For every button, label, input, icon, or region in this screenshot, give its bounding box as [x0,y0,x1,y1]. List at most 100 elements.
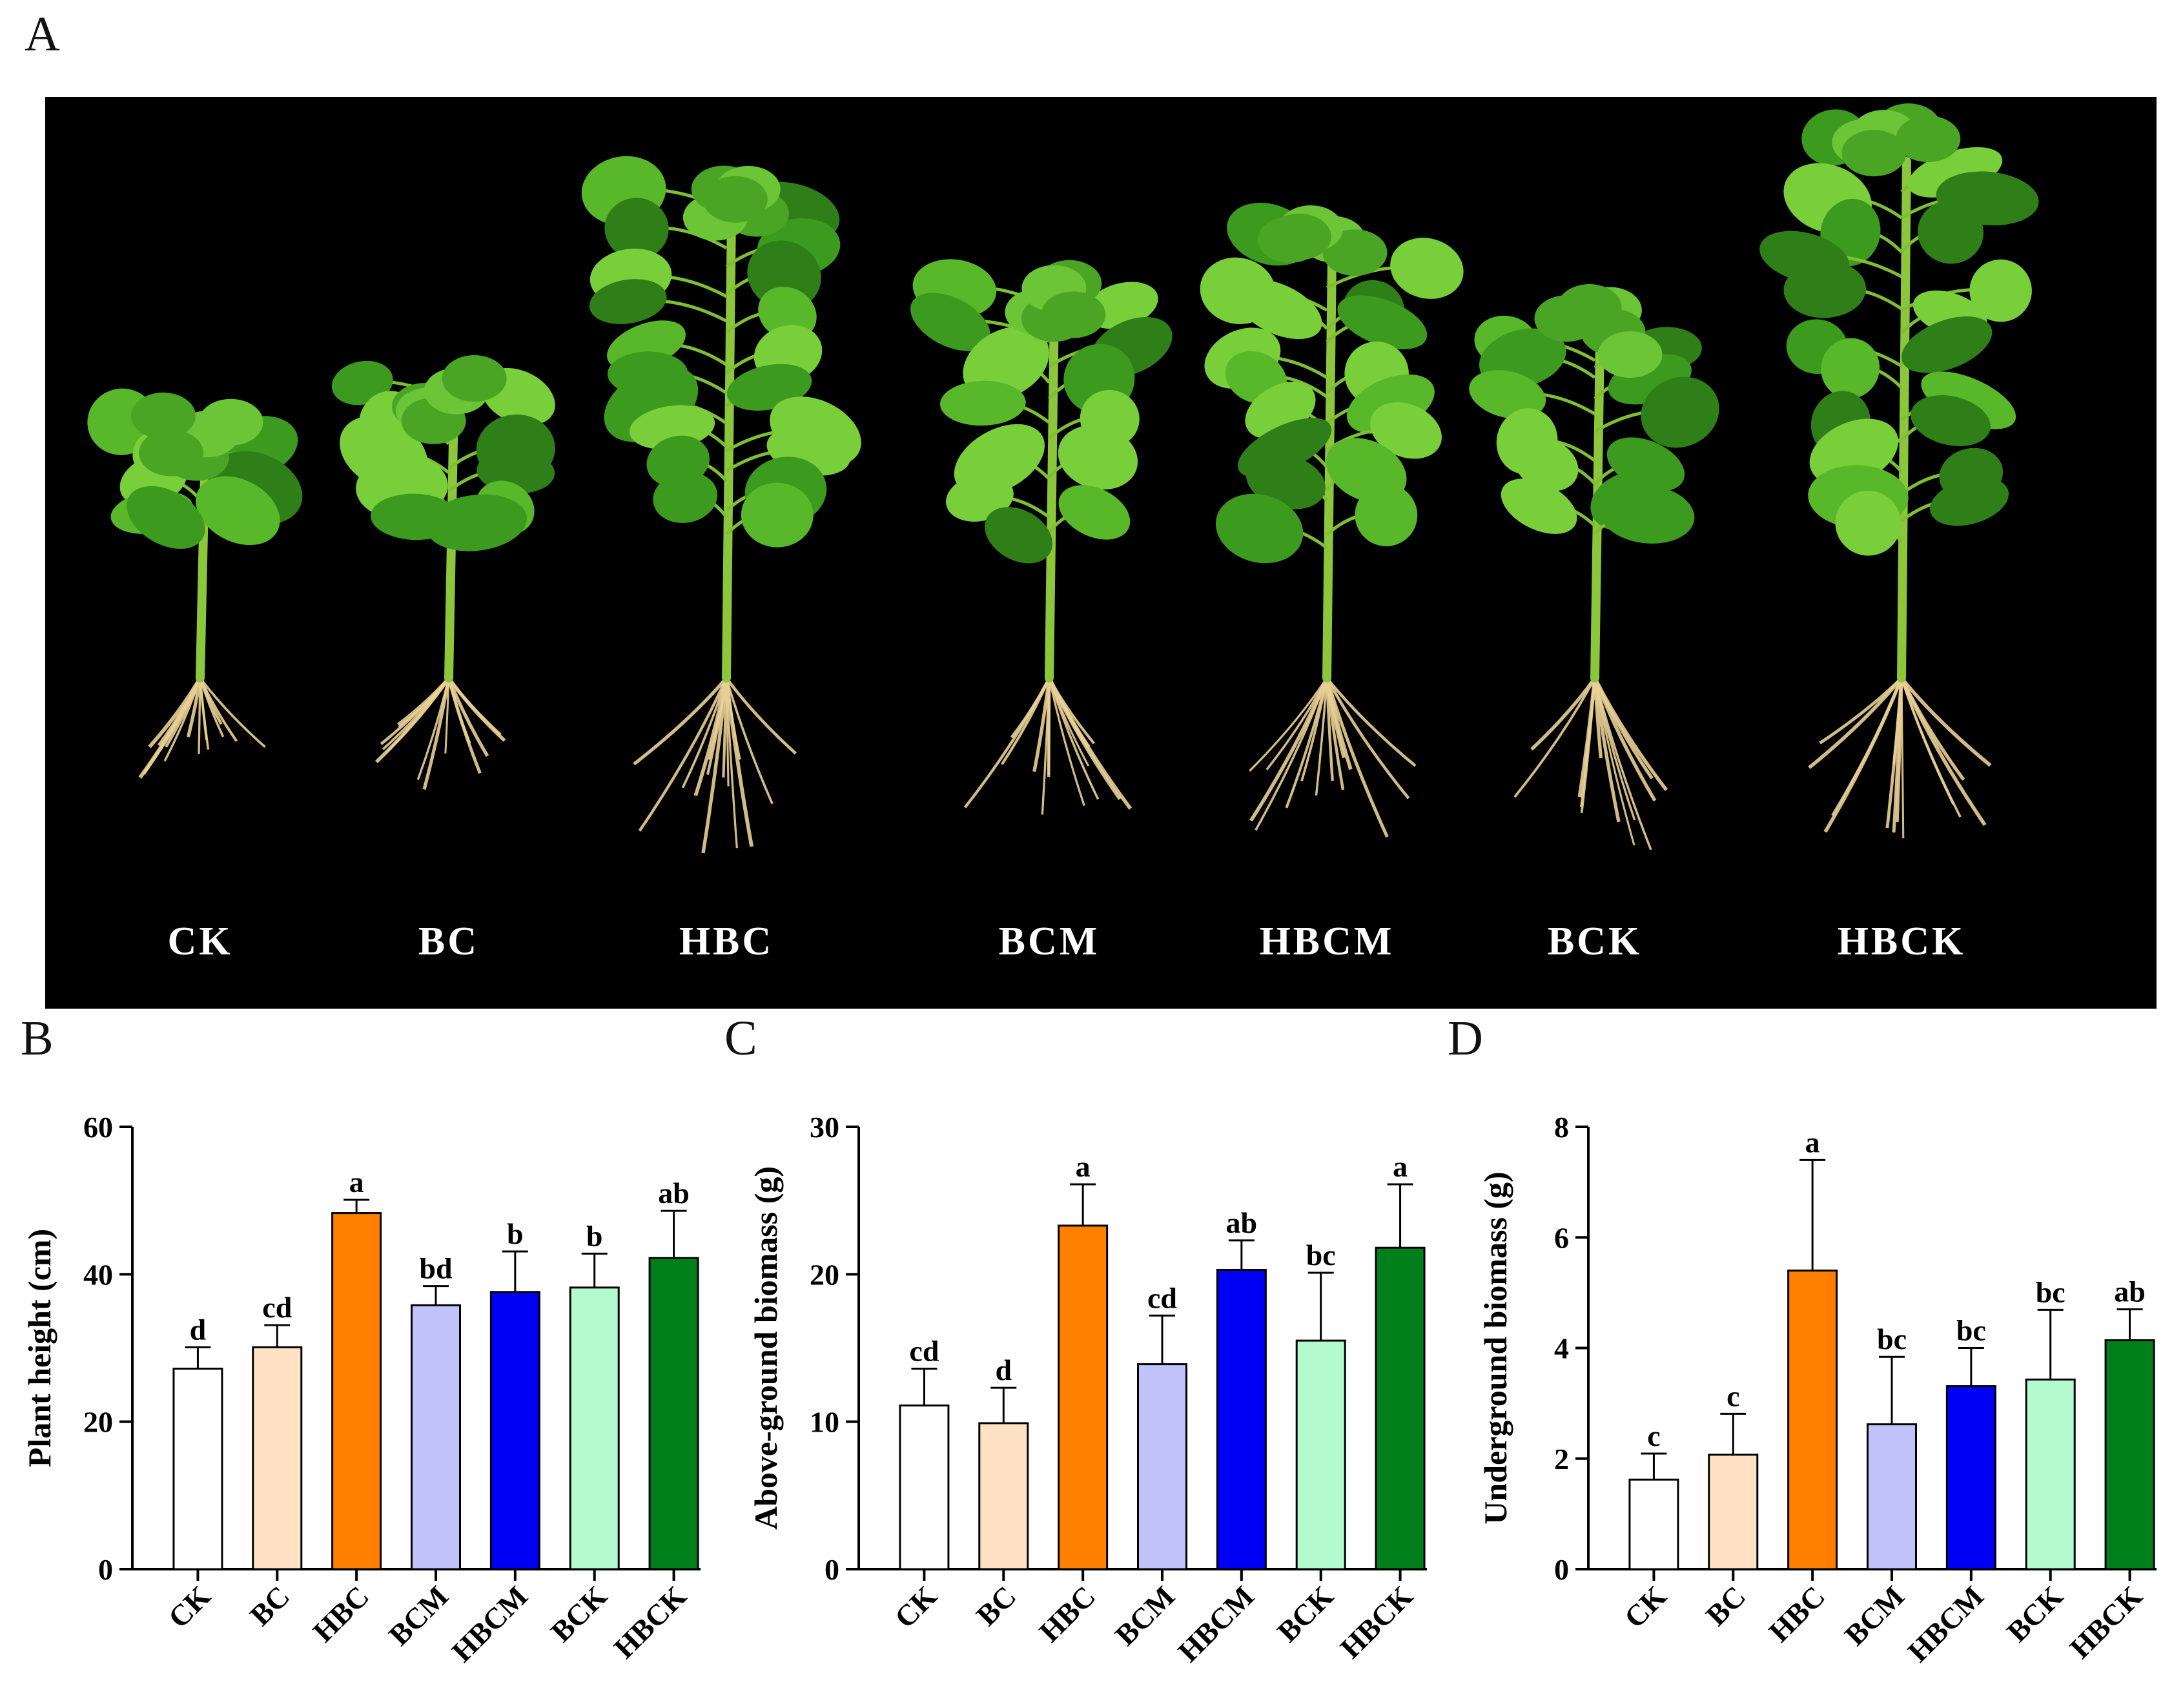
underground-significance-ck: c [1647,1419,1660,1452]
underground-x-tick-label-hbc: HBC [1763,1579,1832,1649]
stem [1045,305,1059,683]
underground-significance-hbc: a [1805,1126,1820,1158]
root [725,677,797,755]
leaf [1557,284,1622,331]
root [1326,677,1417,767]
underground-significance-hbck: ab [2114,1275,2146,1308]
plant-height-bar-bc [252,1346,303,1570]
plant-photo-panel: CK BC HBC BCM HBCM BCK HBCK [45,97,2157,1009]
underground-y-tick-label: 8 [1554,1111,1569,1144]
root [724,677,754,847]
plant-height-significance-bc: cd [262,1291,292,1324]
root [1900,677,1965,781]
panel-label-d: D [1448,1011,1483,1065]
leaf [442,355,507,402]
plant-height-bar-bck [569,1286,620,1570]
root [701,677,728,854]
leaf [1266,213,1331,260]
leaf [130,392,196,439]
root [1594,677,1652,850]
root [1900,677,1954,805]
root [385,677,450,754]
leaf [1918,200,1983,264]
leaf [910,293,990,351]
root [1892,677,1903,833]
plant-height-significance-hbcm: b [507,1217,524,1250]
leaf [1513,437,1579,491]
above-ground-x-tick-label-ck: CK [888,1579,943,1634]
above-ground-x-tick-label-bc: BC [970,1579,1022,1632]
plant-height-chart-svg: Plant height (cm) 0 20 40 60 d CK cd BC a HBC bd BCM… [21,1111,701,1668]
root [1594,677,1635,846]
above-ground-significance-hbc: a [1076,1150,1091,1183]
plant-height-y-axis-label: Plant height (cm) [21,1229,57,1467]
leaf [1390,238,1464,299]
plant-height-significance-bck: b [586,1219,603,1252]
above-ground-bar-bcm [1137,1363,1187,1570]
plant-label-hbc: HBC [679,920,774,963]
underground-x-tick-label-hbcm: HBCM [1901,1579,1990,1668]
underground-significance-hbcm: bc [1956,1314,1986,1347]
root [199,677,266,748]
above-ground-significance-hbck: a [1393,1150,1408,1183]
plant-height-bar-hbck [648,1257,699,1570]
leaf [1930,477,2009,526]
above-ground-x-tick-label-hbck: HBCK [1334,1579,1419,1665]
underground-y-tick-label: 0 [1554,1553,1569,1586]
leaf [1501,478,1577,534]
underground-bar-bcm [1867,1423,1917,1570]
above-ground-bar-hbcm [1216,1268,1267,1570]
root [633,677,728,766]
plant-label-hbck: HBCK [1838,920,1966,963]
underground-bar-ck [1628,1478,1679,1570]
root [1530,677,1597,751]
above-ground-x-tick-label-hbc: HBC [1033,1579,1102,1649]
above-ground-significance-bcm: cd [1147,1281,1177,1314]
root [708,677,728,760]
root [1577,677,1597,797]
root [157,677,202,746]
underground-x-tick-label-bck: BCK [2000,1579,2069,1649]
leaf [1337,295,1428,349]
root [725,677,774,805]
panel-label-b: B [21,1011,54,1065]
above-ground-bar-bc [978,1422,1029,1570]
plant-height-y-tick-label: 40 [83,1258,113,1291]
above-ground-bar-ck [899,1404,950,1570]
plant-height-bar-ck [172,1367,223,1570]
leaf [653,471,718,523]
above-ground-significance-ck: cd [909,1334,939,1367]
plant-label-bcm: BCM [999,920,1100,963]
leaf [1322,229,1388,276]
root [447,677,471,744]
leaf [589,279,667,324]
root [1285,677,1328,808]
plant-height-significance-hbck: ab [658,1177,690,1209]
underground-y-axis-label: Underground biomass (g) [1477,1171,1513,1524]
plant-height-x-tick-label-hbcm: HBCM [446,1579,534,1668]
underground-significance-bcm: bc [1877,1322,1907,1355]
underground-bar-bck [2025,1378,2076,1570]
underground-y-tick-label: 6 [1554,1221,1569,1254]
root [1048,677,1085,807]
underground-significance-bck: bc [2036,1275,2065,1308]
leaf [1215,493,1304,564]
underground-biomass-chart-svg: Underground biomass (g) 0 2 4 6 8 c CK c BC a HBC bc… [1477,1111,2157,1668]
above-ground-significance-bck: bc [1306,1239,1336,1271]
root [1900,677,1987,827]
root [1900,677,1992,767]
leaf [198,398,263,446]
leaf [1641,376,1719,448]
leaf [747,240,821,310]
panel-label-a: A [25,7,60,61]
root [1593,677,1668,792]
plant-height-bar-bcm [411,1304,461,1570]
plant-height-x-tick-label-bcm: BCM [382,1579,455,1652]
plant-hbcm: HBCM [1200,203,1464,963]
root [422,677,451,790]
plant-height-y-tick-label: 0 [98,1553,113,1586]
plant-label-bc: BC [418,920,479,963]
root [1315,677,1328,796]
above-ground-y-tick-label: 20 [810,1258,839,1291]
panel-label-c: C [724,1011,757,1065]
